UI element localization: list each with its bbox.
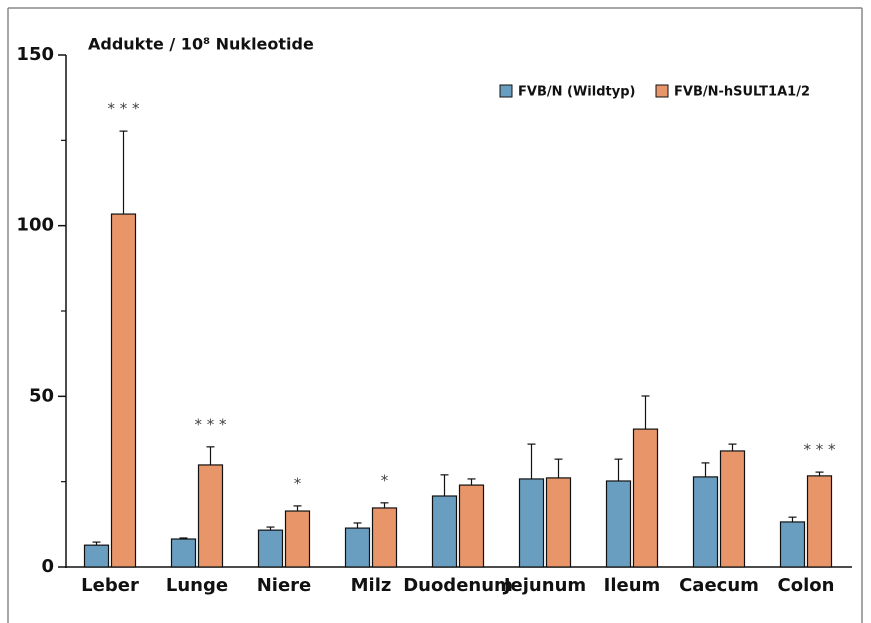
x-tick-label: Niere (257, 575, 312, 596)
bar (719, 450, 746, 568)
bar (83, 544, 110, 568)
bar (110, 213, 137, 568)
y-tick-label: 100 (16, 215, 54, 236)
bar (518, 478, 545, 568)
x-tick-label: Duodenum (403, 575, 513, 596)
x-tick-label: Leber (81, 575, 139, 596)
bar (632, 428, 659, 568)
legend-label: FVB/N (Wildtyp) (518, 85, 635, 100)
significance-label: * (381, 471, 389, 489)
y-tick-label: 150 (16, 44, 54, 65)
bar (197, 464, 224, 568)
bar (344, 527, 371, 568)
y-tick-label: 50 (29, 385, 54, 406)
bar (458, 484, 485, 568)
x-tick-label: Ileum (604, 575, 661, 596)
bar (806, 475, 833, 568)
significance-label: * * * (107, 100, 140, 118)
y-tick-label: 0 (41, 556, 54, 577)
bar (371, 507, 398, 568)
legend-label: FVB/N-hSULT1A1/2 (674, 85, 810, 100)
significance-label: * * * (803, 441, 836, 459)
x-tick-label: Lunge (166, 575, 228, 596)
significance-label: * (294, 474, 302, 492)
bar (170, 538, 197, 568)
bar (779, 521, 806, 568)
legend-swatch (499, 84, 513, 98)
bar (605, 480, 632, 568)
bar (692, 476, 719, 568)
bar (257, 529, 284, 568)
x-tick-label: Colon (778, 575, 835, 596)
bar (284, 510, 311, 568)
x-tick-label: Milz (351, 575, 392, 596)
x-tick-label: Jejunum (502, 575, 586, 596)
chart-title: Addukte / 10⁸ Nukleotide (88, 35, 314, 54)
legend-swatch (655, 84, 669, 98)
x-tick-label: Caecum (679, 575, 759, 596)
bar (431, 495, 458, 568)
bar (545, 477, 572, 568)
significance-label: * * * (194, 415, 227, 433)
